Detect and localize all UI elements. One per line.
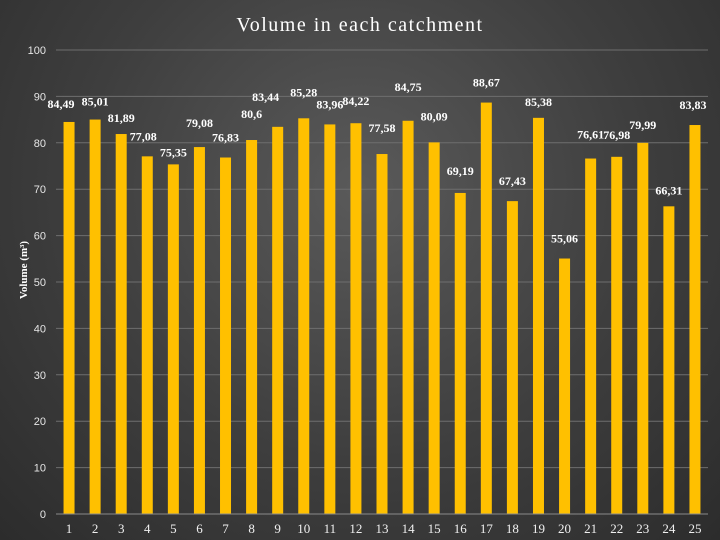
- x-tick-label: 19: [532, 521, 545, 536]
- data-label: 85,28: [290, 85, 317, 99]
- data-label: 75,35: [160, 145, 187, 159]
- y-tick-label: 60: [34, 231, 46, 243]
- bar-24: [663, 206, 675, 514]
- bar-20: [559, 258, 571, 514]
- bar-12: [350, 123, 362, 514]
- bar-10: [298, 118, 310, 515]
- data-label: 81,89: [108, 111, 135, 125]
- data-label: 66,31: [655, 183, 682, 197]
- x-tick-label: 24: [662, 521, 676, 536]
- y-tick-label: 100: [28, 45, 46, 57]
- y-tick-label: 40: [34, 323, 46, 335]
- bar-13: [376, 154, 388, 514]
- x-tick-label: 22: [610, 521, 623, 536]
- x-tick-label: 23: [636, 521, 649, 536]
- y-axis-ticks: 0 10 20 30 40 50 60 70 80 90 100: [28, 45, 46, 521]
- data-label: 76,61: [577, 128, 604, 142]
- x-tick-label: 6: [196, 521, 203, 536]
- x-tick-label: 12: [349, 521, 362, 536]
- data-label: 69,19: [447, 164, 474, 178]
- y-tick-label: 70: [34, 184, 46, 196]
- data-label: 79,99: [629, 118, 656, 132]
- bar-4: [141, 156, 153, 514]
- x-tick-label: 5: [170, 521, 177, 536]
- data-label: 83,44: [252, 90, 279, 104]
- bar-6: [193, 147, 205, 515]
- x-tick-label: 10: [297, 521, 310, 536]
- bar-9: [272, 126, 284, 514]
- x-tick-label: 21: [584, 521, 597, 536]
- bar-19: [532, 117, 544, 515]
- data-label: 84,75: [395, 80, 422, 94]
- x-tick-label: 17: [480, 521, 494, 536]
- bar-8: [246, 140, 258, 515]
- x-tick-label: 25: [688, 521, 701, 536]
- data-label: 77,08: [130, 129, 157, 143]
- x-tick-label: 11: [324, 521, 337, 536]
- x-tick-label: 18: [506, 521, 519, 536]
- x-tick-label: 20: [558, 521, 571, 536]
- bar-1: [63, 121, 75, 514]
- y-axis-label: Volume (m³): [18, 241, 30, 300]
- y-tick-label: 30: [34, 370, 46, 382]
- bar-11: [324, 124, 336, 514]
- data-label: 84,49: [48, 97, 75, 111]
- x-tick-label: 7: [222, 521, 229, 536]
- bar-22: [611, 156, 623, 514]
- bar-23: [637, 142, 649, 514]
- bar-7: [220, 157, 232, 515]
- data-label: 76,98: [603, 128, 630, 142]
- bar-21: [585, 158, 597, 514]
- x-tick-label: 16: [454, 521, 468, 536]
- y-tick-label: 80: [34, 138, 46, 150]
- x-tick-label: 3: [118, 521, 125, 536]
- data-label: 67,43: [499, 174, 526, 188]
- y-tick-label: 20: [34, 416, 46, 428]
- x-tick-label: 4: [144, 521, 151, 536]
- x-axis-ticks: 1 2 3 4 5 6 7 8 9 10 11 12 13 14 15 16 17 18 19 20 21 22 23 24 2…: [66, 521, 702, 536]
- x-tick-label: 15: [428, 521, 441, 536]
- data-label: 85,01: [82, 95, 109, 109]
- x-tick-label: 13: [376, 521, 389, 536]
- data-label: 88,67: [473, 76, 500, 90]
- bar-25: [689, 125, 701, 514]
- bar-3: [115, 134, 127, 514]
- data-label: 80,09: [421, 109, 448, 123]
- bar-14: [402, 120, 414, 514]
- data-label: 55,06: [551, 232, 578, 246]
- data-label: 84,22: [342, 94, 369, 108]
- bars: [63, 102, 701, 515]
- bar-18: [506, 201, 518, 514]
- bar-15: [428, 142, 440, 515]
- data-label: 85,38: [525, 95, 552, 109]
- y-tick-label: 0: [40, 509, 46, 521]
- chart-title: Volume in each catchment: [236, 14, 483, 36]
- data-label: 76,83: [212, 131, 239, 145]
- x-tick-label: 14: [402, 521, 416, 536]
- x-tick-label: 9: [274, 521, 281, 536]
- data-label: 77,58: [369, 121, 396, 135]
- x-tick-label: 2: [92, 521, 99, 536]
- bar-17: [480, 102, 492, 514]
- data-label: 79,08: [186, 116, 213, 130]
- bar-2: [89, 119, 101, 515]
- y-tick-label: 10: [34, 463, 46, 475]
- data-label: 83,96: [316, 97, 343, 111]
- y-tick-label: 50: [34, 277, 46, 289]
- data-label: 80,6: [241, 107, 262, 121]
- bar-16: [454, 192, 466, 514]
- bar-5: [167, 164, 179, 514]
- data-label: 83,83: [679, 98, 706, 112]
- x-tick-label: 1: [66, 521, 73, 536]
- y-tick-label: 90: [34, 91, 46, 103]
- x-tick-label: 8: [248, 521, 255, 536]
